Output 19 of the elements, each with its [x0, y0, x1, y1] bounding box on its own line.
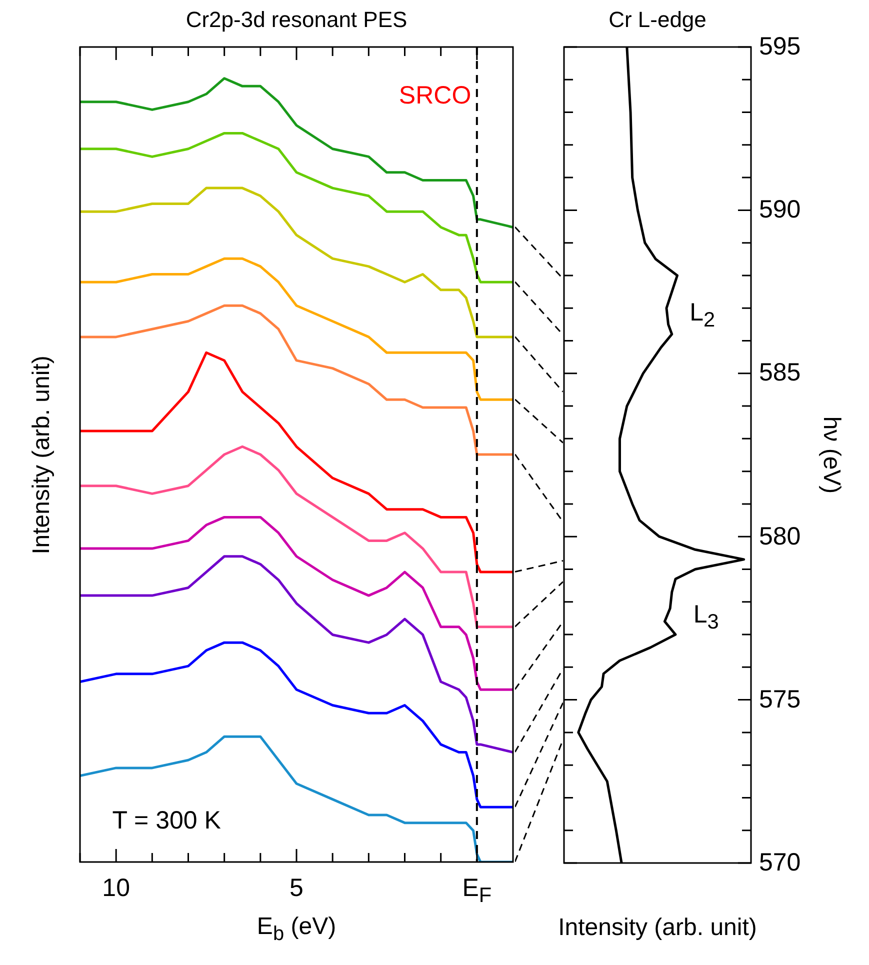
y-tick-label: 585: [759, 358, 801, 387]
y-tick-label: 570: [759, 848, 801, 876]
annotation: SRCO: [398, 81, 472, 110]
x-axis-title: Intensity (arb. unit): [558, 914, 757, 941]
annotation: T = 300 K: [112, 806, 221, 835]
y-tick-label: 580: [759, 522, 801, 550]
y-tick-label: 575: [759, 685, 801, 714]
annotation: L$_{2}$: [690, 298, 716, 332]
y-tick-label: 590: [759, 196, 801, 224]
chart-title: Cr L-edge: [608, 7, 706, 32]
x-axis-title: E$_{b}$ (eV): [256, 913, 336, 945]
x-tick-label: E$_{F}$: [462, 874, 492, 907]
y-tick-label: 595: [759, 32, 801, 60]
x-tick-label: 10: [102, 874, 130, 902]
x-tick-label: 5: [290, 874, 304, 902]
annotation: L$_{3}$: [693, 600, 719, 634]
y-axis-title: Intensity (arb. unit): [28, 355, 55, 554]
chart-title: Cr2p-3d resonant PES: [186, 7, 408, 32]
y-axis-title: hν (eV): [818, 416, 845, 494]
